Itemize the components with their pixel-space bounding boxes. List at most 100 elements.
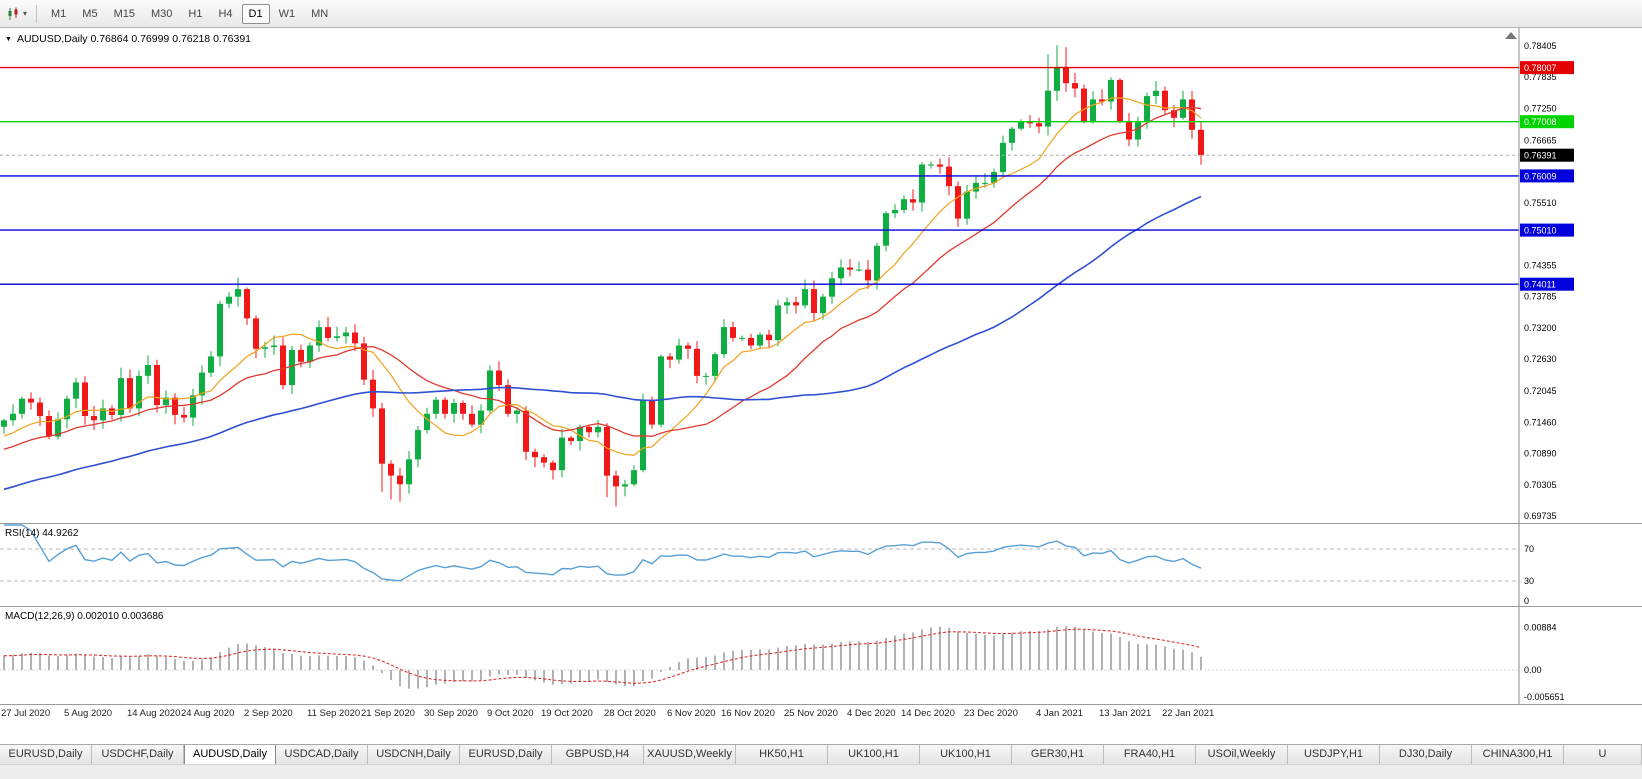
svg-text:0.73200: 0.73200: [1524, 323, 1557, 333]
ma-mid-line: [3, 106, 1202, 450]
timeframe-button-m15[interactable]: M15: [113, 7, 135, 20]
svg-text:25 Nov 2020: 25 Nov 2020: [784, 708, 838, 719]
chart-tab-usoil-weekly[interactable]: USOil,Weekly: [1196, 745, 1288, 764]
svg-text:4 Dec 2020: 4 Dec 2020: [847, 708, 896, 719]
timeframe-button-m30[interactable]: M30: [150, 7, 173, 20]
chart-type-icon[interactable]: [5, 5, 23, 23]
svg-text:MACD(12,26,9) 0.002010 0.00368: MACD(12,26,9) 0.002010 0.003686: [5, 611, 164, 622]
svg-text:2 Sep 2020: 2 Sep 2020: [244, 708, 293, 719]
timeframe-button-m5[interactable]: M5: [82, 7, 98, 20]
svg-text:9 Oct 2020: 9 Oct 2020: [487, 708, 533, 719]
svg-text:21 Sep 2020: 21 Sep 2020: [361, 708, 415, 719]
ma-slow-line: [3, 195, 1202, 491]
timeframe-button-h1[interactable]: H1: [188, 7, 203, 20]
price-axis[interactable]: 0.78405 0.77835 0.77250 0.76665 0.75510 0.743…: [1520, 41, 1574, 702]
chart-tab-eurusd-daily[interactable]: EURUSD,Daily: [0, 745, 92, 764]
svg-text:4 Jan 2021: 4 Jan 2021: [1036, 708, 1083, 719]
candlestick-glyph: [8, 7, 18, 20]
svg-text:27 Jul 2020: 27 Jul 2020: [1, 708, 50, 719]
timeframe-button-w1[interactable]: W1: [278, 7, 296, 20]
svg-text:30: 30: [1524, 576, 1534, 586]
timeframe-group: M1 M5 M15 M30 H1 H4 D1 W1 MN: [43, 3, 336, 24]
svg-text:30 Sep 2020: 30 Sep 2020: [424, 708, 478, 719]
ma-fast-line: [3, 97, 1202, 456]
svg-text:13 Jan 2021: 13 Jan 2021: [1099, 708, 1151, 719]
svg-text:0.00884: 0.00884: [1524, 623, 1557, 633]
dropdown-caret-icon[interactable]: ▾: [23, 9, 28, 18]
chart-tab-hk50-h1[interactable]: HK50,H1: [736, 745, 828, 764]
toolbar-separator: [36, 4, 38, 23]
svg-text:23 Dec 2020: 23 Dec 2020: [964, 708, 1018, 719]
chart-tab-ger30-h1[interactable]: GER30,H1: [1012, 745, 1104, 764]
chart-tab-usdcnh-daily[interactable]: USDCNH,Daily: [368, 745, 460, 764]
chart-tab-usdjpy-h1[interactable]: USDJPY,H1: [1288, 745, 1380, 764]
svg-text:0.72045: 0.72045: [1524, 386, 1557, 396]
svg-text:0.74355: 0.74355: [1524, 261, 1557, 271]
svg-text:0.72630: 0.72630: [1524, 354, 1557, 364]
price-level-badge: [1520, 61, 1574, 75]
svg-text:RSI(14) 44.9262: RSI(14) 44.9262: [5, 528, 79, 539]
svg-text:5 Aug 2020: 5 Aug 2020: [64, 708, 112, 719]
svg-text:14 Dec 2020: 14 Dec 2020: [901, 708, 955, 719]
svg-text:0.73785: 0.73785: [1524, 291, 1557, 301]
svg-text:0.75010: 0.75010: [1524, 226, 1557, 236]
svg-text:16 Nov 2020: 16 Nov 2020: [721, 708, 775, 719]
timeframe-button-m1[interactable]: M1: [51, 7, 67, 20]
chart-tab-audusd-daily[interactable]: AUDUSD,Daily: [184, 745, 276, 764]
timeframe-button-mn[interactable]: MN: [311, 7, 329, 20]
scroll-up-icon[interactable]: [1505, 32, 1517, 39]
rsi-line: [4, 524, 1202, 582]
svg-text:22 Jan 2021: 22 Jan 2021: [1162, 708, 1214, 719]
svg-text:6 Nov 2020: 6 Nov 2020: [667, 708, 716, 719]
chart-tab-fra40-h1[interactable]: FRA40,H1: [1104, 745, 1196, 764]
svg-text:0.70305: 0.70305: [1524, 480, 1557, 490]
svg-text:0.71460: 0.71460: [1524, 418, 1557, 428]
timeframe-button-d1[interactable]: D1: [241, 3, 270, 24]
chart-tab-uk100-h1[interactable]: UK100,H1: [920, 745, 1012, 764]
chart-tab-usdchf-daily[interactable]: USDCHF,Daily: [92, 745, 184, 764]
svg-text:14 Aug 2020: 14 Aug 2020: [127, 708, 180, 719]
svg-text:0.76665: 0.76665: [1524, 135, 1557, 145]
price-level-badge: [1520, 223, 1574, 237]
chart-window[interactable]: 0.78405 0.77835 0.77250 0.76665 0.75510 0.743…: [0, 28, 1642, 744]
price-chart-canvas[interactable]: 0.78405 0.77835 0.77250 0.76665 0.75510 0.743…: [0, 28, 1642, 744]
price-level-badge: [1520, 169, 1574, 183]
status-bar: [0, 764, 1642, 779]
chart-tab-usdcad-daily[interactable]: USDCAD,Daily: [276, 745, 368, 764]
chart-tab-dj30-daily[interactable]: DJ30,Daily: [1380, 745, 1472, 764]
svg-text:0.77008: 0.77008: [1524, 117, 1557, 127]
svg-text:28 Oct 2020: 28 Oct 2020: [604, 708, 656, 719]
chart-background: [0, 28, 1642, 744]
svg-text:0.76009: 0.76009: [1524, 171, 1557, 181]
svg-text:-0.005651: -0.005651: [1524, 692, 1565, 702]
svg-text:0.75510: 0.75510: [1524, 198, 1557, 208]
chart-tabs-bar: EURUSD,Daily USDCHF,Daily AUDUSD,Daily USDC…: [0, 744, 1642, 764]
date-axis[interactable]: 27 Jul 2020 5 Aug 2020 14 Aug 2020 24 Aug 2…: [1, 708, 1214, 719]
macd-histogram: [3, 626, 1202, 689]
svg-text:0: 0: [1524, 596, 1529, 606]
svg-text:19 Oct 2020: 19 Oct 2020: [541, 708, 593, 719]
chart-tab-uk100-h1[interactable]: UK100,H1: [828, 745, 920, 764]
svg-text:0.76391: 0.76391: [1524, 151, 1557, 161]
top-toolbar: ▾ M1 M5 M15 M30 H1 H4 D1 W1 MN: [0, 0, 1642, 28]
chart-tab-china300-h1[interactable]: CHINA300,H1: [1472, 745, 1564, 764]
chart-tab-xauusd-weekly[interactable]: XAUUSD,Weekly: [644, 745, 736, 764]
svg-text:0.78007: 0.78007: [1524, 63, 1557, 73]
svg-text:0.69735: 0.69735: [1524, 511, 1557, 521]
price-level-badge: [1520, 115, 1574, 129]
svg-text:11 Sep 2020: 11 Sep 2020: [307, 708, 360, 719]
svg-text:0.77250: 0.77250: [1524, 104, 1557, 114]
chart-tab-u[interactable]: U: [1564, 745, 1642, 764]
svg-text:24 Aug 2020: 24 Aug 2020: [181, 708, 234, 719]
svg-text:70: 70: [1524, 544, 1534, 554]
chart-tab-gbpusd-h4[interactable]: GBPUSD,H4: [552, 745, 644, 764]
svg-text:0.00: 0.00: [1524, 665, 1542, 675]
chart-tab-eurusd-daily[interactable]: EURUSD,Daily: [460, 745, 552, 764]
timeframe-button-h4[interactable]: H4: [218, 7, 233, 20]
price-level-badge: [1520, 148, 1574, 162]
price-level-badge: [1520, 277, 1574, 291]
svg-text:0.78405: 0.78405: [1524, 41, 1557, 51]
svg-text:0.77835: 0.77835: [1524, 72, 1557, 82]
svg-text:0.74011: 0.74011: [1524, 280, 1556, 290]
svg-text:0.70890: 0.70890: [1524, 448, 1557, 458]
